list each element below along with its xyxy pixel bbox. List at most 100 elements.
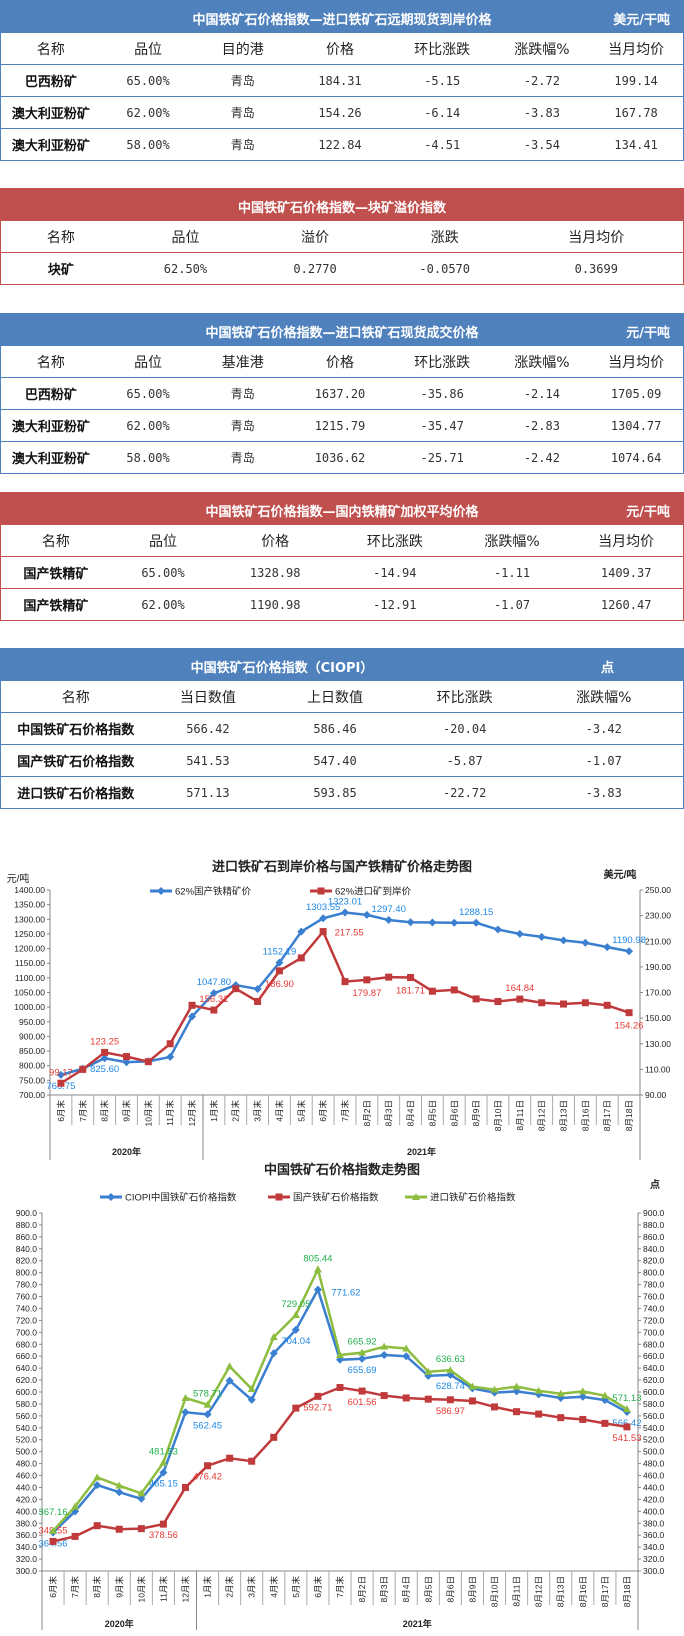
y-tick-label: 300.0	[16, 1566, 38, 1576]
data-point	[428, 918, 437, 927]
data-point	[603, 943, 612, 952]
cell-value: 1215.79	[314, 418, 366, 433]
x-tick-label: 6月末	[313, 1576, 323, 1598]
y2-tick-label: 800.0	[643, 1268, 665, 1278]
data-point	[406, 918, 415, 927]
x-tick-label: 8月4日	[401, 1576, 411, 1602]
data-point	[188, 1012, 197, 1021]
table-title: 中国铁矿石价格指数—进口铁矿石远期现货到岸价格	[192, 13, 492, 28]
cell-value: 154.26	[318, 105, 362, 120]
table-unit: 点	[600, 661, 614, 676]
data-label: 1047.80	[197, 977, 231, 988]
y2-tick-label: 680.0	[643, 1339, 665, 1349]
x-tick-label: 8月10日	[493, 1100, 503, 1131]
data-point	[319, 914, 328, 923]
table-header-bar: 中国铁矿石价格指数—进口铁矿石现货成交价格 元/干吨	[0, 313, 684, 346]
column-header: 当月均价	[608, 41, 665, 58]
row-name: 澳大利亚粉矿	[11, 452, 90, 467]
x-tick-label: 8月18日	[624, 1100, 634, 1131]
data-label: 1297.40	[372, 904, 406, 915]
cell-value: 1074.64	[610, 450, 662, 465]
data-point	[292, 1404, 300, 1412]
cell-value: 58.00%	[126, 450, 170, 465]
table-row: 澳大利亚粉矿 62.00% 青岛 1215.79 -35.47 -2.83 1304.77	[1, 410, 683, 442]
data-point	[336, 1351, 344, 1359]
data-point	[358, 1387, 366, 1395]
data-point	[313, 1265, 322, 1273]
data-label: 729.05	[281, 1299, 310, 1310]
y-tick-label: 460.0	[16, 1471, 38, 1481]
column-header: 目的港	[221, 41, 264, 58]
table-unit: 美元/干吨	[613, 13, 670, 28]
cell-value: -35.47	[420, 418, 464, 433]
y-tick-label: 500.0	[16, 1447, 38, 1457]
data-label: 1190.98	[612, 935, 646, 946]
x-tick-label: 5月末	[296, 1100, 306, 1122]
cell-value: 62.00%	[126, 418, 170, 433]
data-point	[358, 1354, 367, 1363]
y2-tick-label: 660.0	[643, 1351, 665, 1361]
data-point	[341, 978, 349, 986]
row-name: 澳大利亚粉矿	[11, 139, 90, 154]
x-tick-label: 8月3日	[379, 1576, 389, 1602]
data-point	[428, 987, 436, 995]
y-tick-label: 520.0	[16, 1435, 38, 1445]
x-tick-label: 2月末	[225, 1576, 235, 1598]
y2-tick-label: 210.00	[645, 936, 671, 946]
y2-tick-label: 720.0	[643, 1315, 665, 1325]
y-tick-label: 540.0	[16, 1423, 38, 1433]
table-title: 中国铁矿石价格指数—进口铁矿石现货成交价格	[205, 326, 479, 341]
y-tick-label: 820.0	[16, 1256, 38, 1266]
y2-axis-label: 美元/吨	[604, 868, 637, 881]
cell-value: 167.78	[614, 105, 658, 120]
data-point	[269, 1333, 278, 1341]
table-title: 中国铁矿石价格指数—国内铁精矿加权平均价格	[205, 505, 479, 520]
cell-value: 571.13	[186, 785, 230, 800]
data-point	[225, 1362, 234, 1370]
y-tick-label: 1250.00	[14, 929, 45, 939]
data-point	[159, 1468, 168, 1477]
y-tick-label: 840.0	[16, 1244, 38, 1254]
data-label: 825.60	[90, 1064, 119, 1075]
data-point	[362, 910, 371, 919]
y2-tick-label: 740.0	[643, 1303, 665, 1313]
data-label: 186.90	[265, 979, 294, 990]
cell-value: 青岛	[230, 106, 255, 120]
cell-value: 1637.20	[314, 386, 366, 401]
y2-tick-label: 700.0	[643, 1327, 665, 1337]
data-point	[181, 1483, 189, 1491]
data-label: 592.71	[303, 1402, 332, 1413]
row-name: 国产铁精矿	[23, 599, 89, 614]
x-tick-label: 8月末	[100, 1100, 110, 1122]
y-tick-label: 760.0	[16, 1292, 38, 1302]
y-tick-label: 720.0	[16, 1315, 38, 1325]
cell-value: -1.07	[493, 597, 531, 612]
y-tick-label: 860.0	[16, 1232, 38, 1242]
x-tick-label: 7月末	[335, 1576, 345, 1598]
data-point	[247, 1395, 256, 1404]
y-axis-label: 元/吨	[7, 872, 30, 885]
data-point	[275, 958, 284, 967]
table-header-bar: 中国铁矿石价格指数—块矿溢价指数	[0, 188, 684, 221]
data-point	[380, 1351, 389, 1360]
data-point	[319, 928, 327, 936]
price-table: 中国铁矿石价格指数—进口铁矿石远期现货到岸价格 美元/干吨 名称 品位 目的港 价格 环比涨…	[0, 0, 684, 161]
y-tick-label: 1000.00	[14, 1002, 45, 1012]
x-tick-label: 8月16日	[580, 1100, 590, 1131]
x-group-label: 2021年	[407, 1146, 436, 1157]
cell-value: -25.71	[420, 450, 464, 465]
row-name: 巴西粉矿	[24, 388, 77, 403]
x-tick-label: 8月5日	[427, 1100, 437, 1126]
data-point	[537, 932, 546, 941]
data-point	[516, 995, 524, 1003]
y-tick-label: 600.0	[16, 1387, 38, 1397]
table-header-bar: 中国铁矿石价格指数—进口铁矿石远期现货到岸价格 美元/干吨	[0, 0, 684, 33]
data-point	[534, 1386, 543, 1394]
data-point	[380, 1342, 389, 1350]
data-point	[137, 1525, 145, 1533]
data-point	[450, 986, 458, 994]
column-header: 名称	[41, 533, 70, 550]
column-header: 当日数值	[179, 689, 236, 706]
data-point	[513, 1408, 521, 1416]
